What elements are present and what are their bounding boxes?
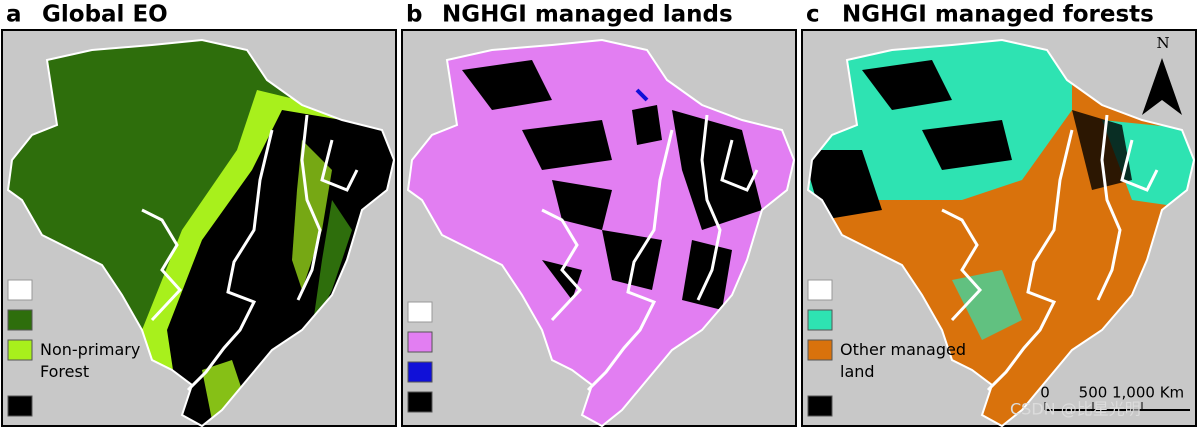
panel-letter: c: [806, 2, 820, 28]
panel-a: [1, 29, 397, 427]
panel-title: Global EO: [42, 2, 168, 28]
panel-title: NGHGI managed lands: [442, 2, 733, 28]
scale-label: 1,000 Km: [1112, 384, 1184, 402]
legend-label: Other managed land: [840, 340, 966, 381]
legend-swatch: [407, 301, 433, 323]
legend-swatch: [807, 395, 833, 417]
panel-title: NGHGI managed forests: [842, 2, 1154, 28]
land-cover: [808, 40, 1194, 340]
legend-swatch: [407, 391, 433, 413]
scale-label: 500: [1079, 384, 1108, 402]
legend-swatch: [407, 361, 433, 383]
land-cover: [462, 60, 762, 310]
panel-c: [801, 29, 1197, 427]
north-arrow: [1142, 58, 1182, 115]
north-label: N: [1156, 34, 1169, 52]
legend-swatch: [7, 279, 33, 301]
panel-letter: a: [6, 2, 22, 28]
legend-swatch: [7, 339, 33, 361]
legend-label: Non-primary Forest: [40, 340, 140, 381]
legend-swatch: [807, 279, 833, 301]
panel-letter: b: [406, 2, 422, 28]
legend-swatch: [407, 331, 433, 353]
panel-b: [401, 29, 797, 427]
legend-swatch: [7, 395, 33, 417]
legend-swatch: [807, 339, 833, 361]
scale-label: 0: [1040, 384, 1050, 402]
watermark: CSDN @比星光明: [1010, 400, 1141, 419]
legend-swatch: [7, 309, 33, 331]
legend-swatch: [807, 309, 833, 331]
